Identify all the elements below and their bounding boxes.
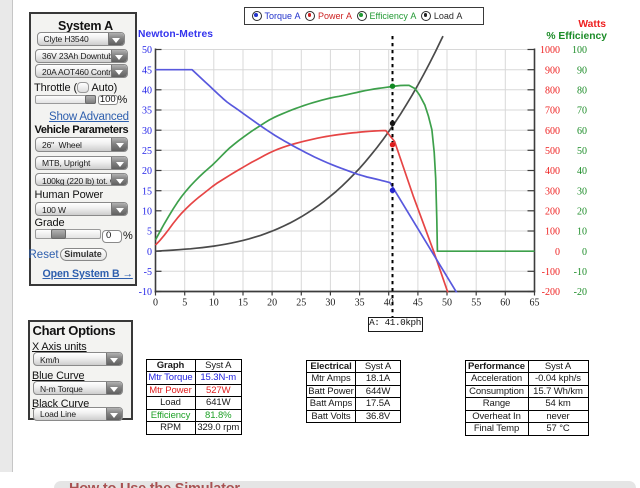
svg-text:25: 25: [296, 298, 306, 309]
svg-text:700: 700: [545, 106, 560, 117]
svg-text:10: 10: [209, 298, 219, 309]
svg-text:50: 50: [442, 298, 452, 309]
svg-text:65: 65: [530, 298, 540, 309]
svg-text:100: 100: [545, 227, 560, 238]
svg-text:-100: -100: [542, 267, 560, 278]
svg-text:15: 15: [238, 298, 248, 309]
svg-text:20: 20: [142, 166, 152, 177]
svg-text:-5: -5: [144, 267, 152, 278]
svg-text:-10: -10: [139, 287, 152, 298]
svg-text:45: 45: [413, 298, 423, 309]
svg-text:55: 55: [471, 298, 481, 309]
svg-text:30: 30: [325, 298, 335, 309]
svg-text:1000: 1000: [540, 45, 560, 56]
svg-text:60: 60: [500, 298, 510, 309]
svg-text:0: 0: [147, 247, 152, 258]
svg-text:80: 80: [577, 85, 587, 96]
svg-text:90: 90: [577, 65, 587, 76]
svg-text:100: 100: [572, 45, 587, 56]
svg-text:Newton-Metres: Newton-Metres: [138, 29, 213, 40]
svg-text:10: 10: [142, 206, 152, 217]
svg-text:0: 0: [153, 298, 158, 309]
svg-text:45: 45: [142, 65, 152, 76]
svg-text:400: 400: [545, 166, 560, 177]
svg-text:-20: -20: [574, 287, 587, 298]
svg-text:800: 800: [545, 85, 560, 96]
svg-text:-200: -200: [542, 287, 560, 298]
svg-text:900: 900: [545, 65, 560, 76]
svg-text:60: 60: [577, 126, 587, 137]
svg-text:20: 20: [577, 206, 587, 217]
svg-text:40: 40: [384, 298, 394, 309]
svg-text:10: 10: [577, 227, 587, 238]
svg-text:0: 0: [582, 247, 587, 258]
svg-text:15: 15: [142, 186, 152, 197]
svg-text:40: 40: [577, 166, 587, 177]
svg-text:35: 35: [355, 298, 365, 309]
svg-text:50: 50: [577, 146, 587, 157]
svg-text:% Efficiency: % Efficiency: [546, 31, 607, 42]
svg-text:Watts: Watts: [578, 19, 606, 30]
svg-text:300: 300: [545, 186, 560, 197]
svg-text:5: 5: [147, 227, 152, 238]
svg-text:70: 70: [577, 106, 587, 117]
svg-text:30: 30: [142, 126, 152, 137]
svg-text:-10: -10: [574, 267, 587, 278]
svg-text:40: 40: [142, 85, 152, 96]
svg-text:50: 50: [142, 45, 152, 56]
svg-text:600: 600: [545, 126, 560, 137]
svg-text:500: 500: [545, 146, 560, 157]
svg-text:20: 20: [267, 298, 277, 309]
svg-text:25: 25: [142, 146, 152, 157]
svg-text:5: 5: [182, 298, 187, 309]
svg-text:30: 30: [577, 186, 587, 197]
svg-text:0: 0: [555, 247, 560, 258]
svg-text:200: 200: [545, 206, 560, 217]
svg-text:35: 35: [142, 106, 152, 117]
